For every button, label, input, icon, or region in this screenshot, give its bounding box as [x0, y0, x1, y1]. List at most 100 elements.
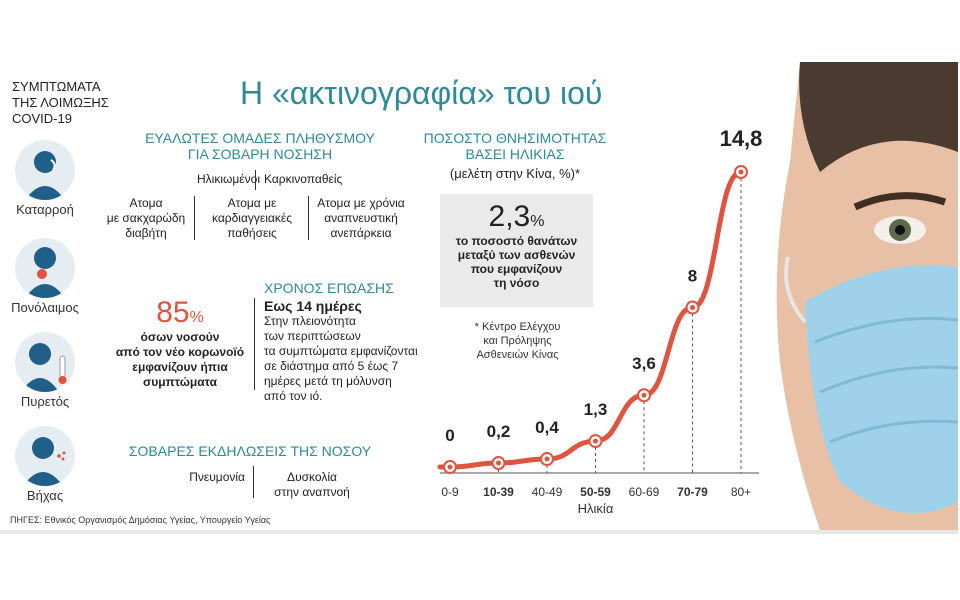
- severe-breathing: Δυσκολία στην αναπνοή: [262, 470, 362, 500]
- symptoms-heading-text: ΣΥΜΠΤΩΜΑΤΑ ΤΗΣ ΛΟΙΜΩΞΗΣ COVID-19: [12, 79, 109, 126]
- symptom-sore-throat: Πονόλαιμος: [0, 238, 90, 315]
- vulnerable-heading-line: ΕΥΑΛΩΤΕΣ ΟΜΑΔΕΣ ΠΛΗΘΥΣΜΟΥ: [145, 130, 375, 146]
- divider: [194, 196, 195, 240]
- x-tick-label: 0-9: [441, 485, 459, 499]
- severe-line: στην αναπνοή: [274, 485, 350, 499]
- symptom-cough: Βήχας: [0, 426, 90, 503]
- cough-icon: [15, 426, 75, 486]
- data-point-center: [641, 392, 647, 398]
- data-point-center: [593, 438, 598, 444]
- vulnerable-heading: ΕΥΑΛΩΤΕΣ ΟΜΑΔΕΣ ΠΛΗΘΥΣΜΟΥ ΓΙΑ ΣΟΒΑΡΗ ΝΟΣ…: [115, 130, 405, 162]
- chart-points: 0 0,2 0,4 1,3 3,6 8 14,8: [443, 126, 763, 474]
- data-point-center: [447, 464, 453, 470]
- incubation-line: από τον ιό.: [264, 389, 323, 403]
- severe-line: Δυσκολία: [287, 470, 337, 484]
- mild-description: όσων νοσούν από τον νέο κορωνοϊό εμφανίζ…: [110, 330, 250, 390]
- group-line: ανεπάρκεια: [330, 226, 392, 240]
- x-tick-label: 50-59: [580, 485, 611, 499]
- incubation-block: ΧΡΟΝΟΣ ΕΠΩΑΣΗΣ Εως 14 ημέρες Στην πλειον…: [264, 280, 439, 404]
- footnote-line: Ασθενειών Κίνας: [476, 349, 559, 361]
- footnote: * Κέντρο Ελέγχου και Πρόληψης Ασθενειών …: [450, 320, 585, 362]
- callout-line: που εμφανίζουν: [470, 262, 563, 276]
- incubation-heading: ΧΡΟΝΟΣ ΕΠΩΑΣΗΣ: [264, 280, 394, 296]
- footnote-line: * Κέντρο Ελέγχου: [474, 321, 561, 333]
- mild-percent: 85%: [110, 296, 250, 330]
- x-tick-label: 60-69: [629, 485, 660, 499]
- chart-subtitle: (μελέτη στην Κίνα, %)*: [449, 166, 581, 181]
- group-line: Ατομα: [129, 196, 163, 210]
- divider: [255, 170, 256, 190]
- callout-line: μεταξύ των ασθενών: [457, 248, 576, 262]
- severe-pneumonia: Πνευμονία: [189, 470, 245, 484]
- x-tick-label: 10-39: [483, 485, 514, 499]
- x-tick-label: 80+: [731, 485, 751, 499]
- footnote-line: και Πρόληψης: [483, 335, 552, 347]
- source-note: ΠΗΓΕΣ: Εθνικός Οργανισμός Δημόσιας Υγεία…: [10, 515, 271, 525]
- callout-line: το ποσοστό θανάτων: [455, 234, 578, 248]
- page-title: Η «ακτινογραφία» του ιού: [240, 75, 603, 111]
- incubation-line: Στην πλειονότητα: [264, 314, 356, 328]
- mild-line: συμπτώματα: [143, 375, 217, 389]
- symptom-runny-nose: Καταρροή: [0, 140, 90, 217]
- data-label: 8: [688, 267, 697, 286]
- group-line: Ατομα με: [227, 196, 277, 210]
- data-label: 1,3: [584, 400, 608, 419]
- divider: [253, 466, 254, 498]
- incubation-line: τα συμπτώματα εμφανίζονται: [264, 344, 418, 358]
- group-cancer: Καρκινοπαθείς: [264, 172, 343, 186]
- data-label: 0: [445, 426, 454, 445]
- mortality-series-line: [437, 169, 744, 470]
- incubation-line: ημέρες μετά τη μόλυνση: [264, 374, 392, 388]
- symptom-label: Πυρετός: [20, 394, 70, 409]
- group-line: με σακχαρώδη: [106, 211, 186, 225]
- incubation-line: των περιπτώσεων: [264, 329, 361, 343]
- mild-line: όσων νοσούν: [140, 330, 220, 344]
- symptom-fever: Πυρετός: [0, 332, 90, 409]
- symptom-label: Καταρροή: [16, 202, 74, 217]
- callout-text: το ποσοστό θανάτων μεταξύ των ασθενών πο…: [440, 234, 593, 290]
- x-axis-title: Ηλικία: [578, 501, 614, 516]
- divider: [254, 298, 255, 390]
- symptom-label: Πονόλαιμος: [11, 300, 79, 315]
- group-cardio: Ατομα με καρδιαγγειακές παθήσεις: [196, 196, 308, 241]
- mild-line: εμφανίζουν ήπια: [132, 360, 228, 374]
- mild-percent-sign: %: [189, 309, 204, 326]
- fever-icon: [15, 332, 75, 392]
- group-line: καρδιαγγειακές: [212, 211, 292, 225]
- data-label: 0,2: [487, 422, 511, 441]
- x-tick-label: 70-79: [677, 485, 708, 499]
- mild-stat: 85% όσων νοσούν από τον νέο κορωνοϊό εμφ…: [110, 296, 250, 390]
- mortality-chart: 0 0,2 0,4 1,3 3,6 8 14,8 0-9 10-39 40-49 50-59 60-…: [437, 126, 763, 516]
- runny-nose-icon: [15, 140, 75, 200]
- chart-title: ΠΟΣΟΣΤΟ ΘΝΗΣΙΜΟΤΗΤΑΣ ΒΑΣΕΙ ΗΛΙΚΙΑΣ: [420, 130, 610, 162]
- data-label: 0,4: [535, 418, 559, 437]
- sore-throat-icon: [15, 238, 75, 298]
- symptoms-heading: ΣΥΜΠΤΩΜΑΤΑ ΤΗΣ ΛΟΙΜΩΞΗΣ COVID-19: [12, 79, 122, 127]
- group-line: παθήσεις: [227, 226, 277, 240]
- group-line: Ατομα με χρόνια: [317, 196, 405, 210]
- incubation-text: Στην πλειονότητα των περιπτώσεων τα συμπ…: [264, 314, 439, 404]
- callout-number: 2,3: [488, 200, 531, 233]
- incubation-subheading: Εως 14 ημέρες: [264, 298, 362, 314]
- data-point-center: [496, 460, 501, 466]
- chart-title-line: ΠΟΣΟΣΤΟ ΘΝΗΣΙΜΟΤΗΤΑΣ: [423, 130, 607, 146]
- chart-x-labels: 0-9 10-39 40-49 50-59 60-69 70-79 80+: [441, 485, 751, 499]
- mild-line: από τον νέο κορωνοϊό: [115, 345, 245, 359]
- x-tick-label: 40-49: [532, 485, 563, 499]
- divider: [308, 196, 309, 240]
- incubation-line: σε διάστημα από 5 έως 7: [264, 359, 399, 373]
- vulnerable-heading-line: ΓΙΑ ΣΟΒΑΡΗ ΝΟΣΗΣΗ: [187, 146, 333, 162]
- mild-percent-value: 85: [156, 296, 190, 329]
- group-line: αναπνευστική: [324, 211, 398, 225]
- group-respiratory: Ατομα με χρόνια αναπνευστική ανεπάρκεια: [310, 196, 412, 241]
- data-point-center: [690, 305, 695, 311]
- symptom-label: Βήχας: [26, 488, 64, 503]
- group-diabetes: Ατομα με σακχαρώδη διαβήτη: [100, 196, 192, 241]
- group-line: διαβήτη: [125, 226, 167, 240]
- data-label: 14,8: [720, 126, 763, 151]
- severe-heading: ΣΟΒΑΡΕΣ ΕΚΔΗΛΩΣΕΙΣ ΤΗΣ ΝΟΣΟΥ: [128, 443, 372, 459]
- chart-title-line: ΒΑΣΕΙ ΗΛΙΚΙΑΣ: [465, 146, 565, 162]
- callout-line: τη νόσο: [493, 276, 540, 290]
- callout-value: 2,3%: [440, 200, 593, 234]
- masked-face-photo: [760, 62, 958, 530]
